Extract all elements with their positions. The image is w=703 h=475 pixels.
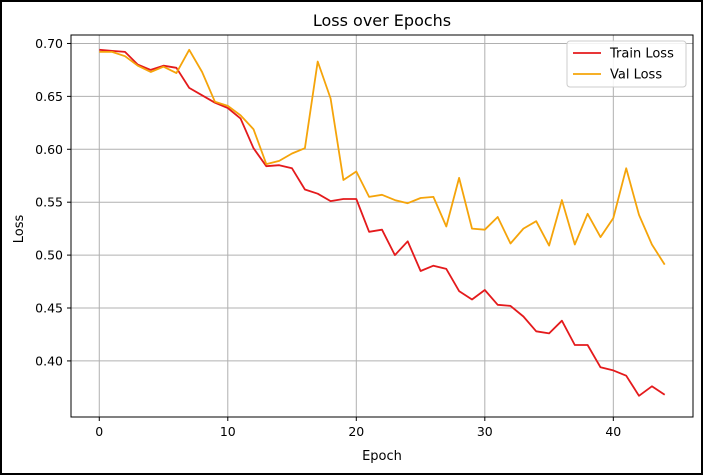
x-tick-label: 10	[220, 424, 236, 439]
y-axis-label: Loss	[12, 215, 27, 244]
y-tick-label: 0.70	[35, 36, 63, 51]
grid	[71, 35, 693, 417]
x-axis-label: Epoch	[362, 449, 402, 464]
x-axis-ticks: 0 10 20 30 40	[95, 417, 621, 439]
y-tick-label: 0.60	[35, 142, 63, 157]
y-tick-label: 0.45	[35, 301, 63, 316]
chart-title: Loss over Epochs	[313, 11, 451, 30]
y-tick-label: 0.55	[35, 195, 63, 210]
x-tick-label: 0	[95, 424, 103, 439]
y-tick-label: 0.65	[35, 89, 63, 104]
train-loss-line	[99, 48, 666, 397]
legend: Train Loss Val Loss	[566, 40, 687, 88]
x-tick-label: 20	[348, 424, 364, 439]
legend-label-val-loss: Val Loss	[610, 68, 662, 83]
y-axis-ticks: 0.40 0.45 0.50 0.55 0.60 0.65 0.70	[35, 36, 71, 368]
y-tick-label: 0.50	[35, 248, 63, 263]
y-tick-label: 0.40	[35, 353, 63, 368]
series-lines	[99, 48, 666, 397]
x-tick-label: 40	[605, 424, 621, 439]
x-tick-label: 30	[477, 424, 493, 439]
plot-area	[70, 34, 694, 418]
legend-label-train-loss: Train Loss	[609, 47, 674, 62]
val-loss-line	[99, 48, 666, 266]
